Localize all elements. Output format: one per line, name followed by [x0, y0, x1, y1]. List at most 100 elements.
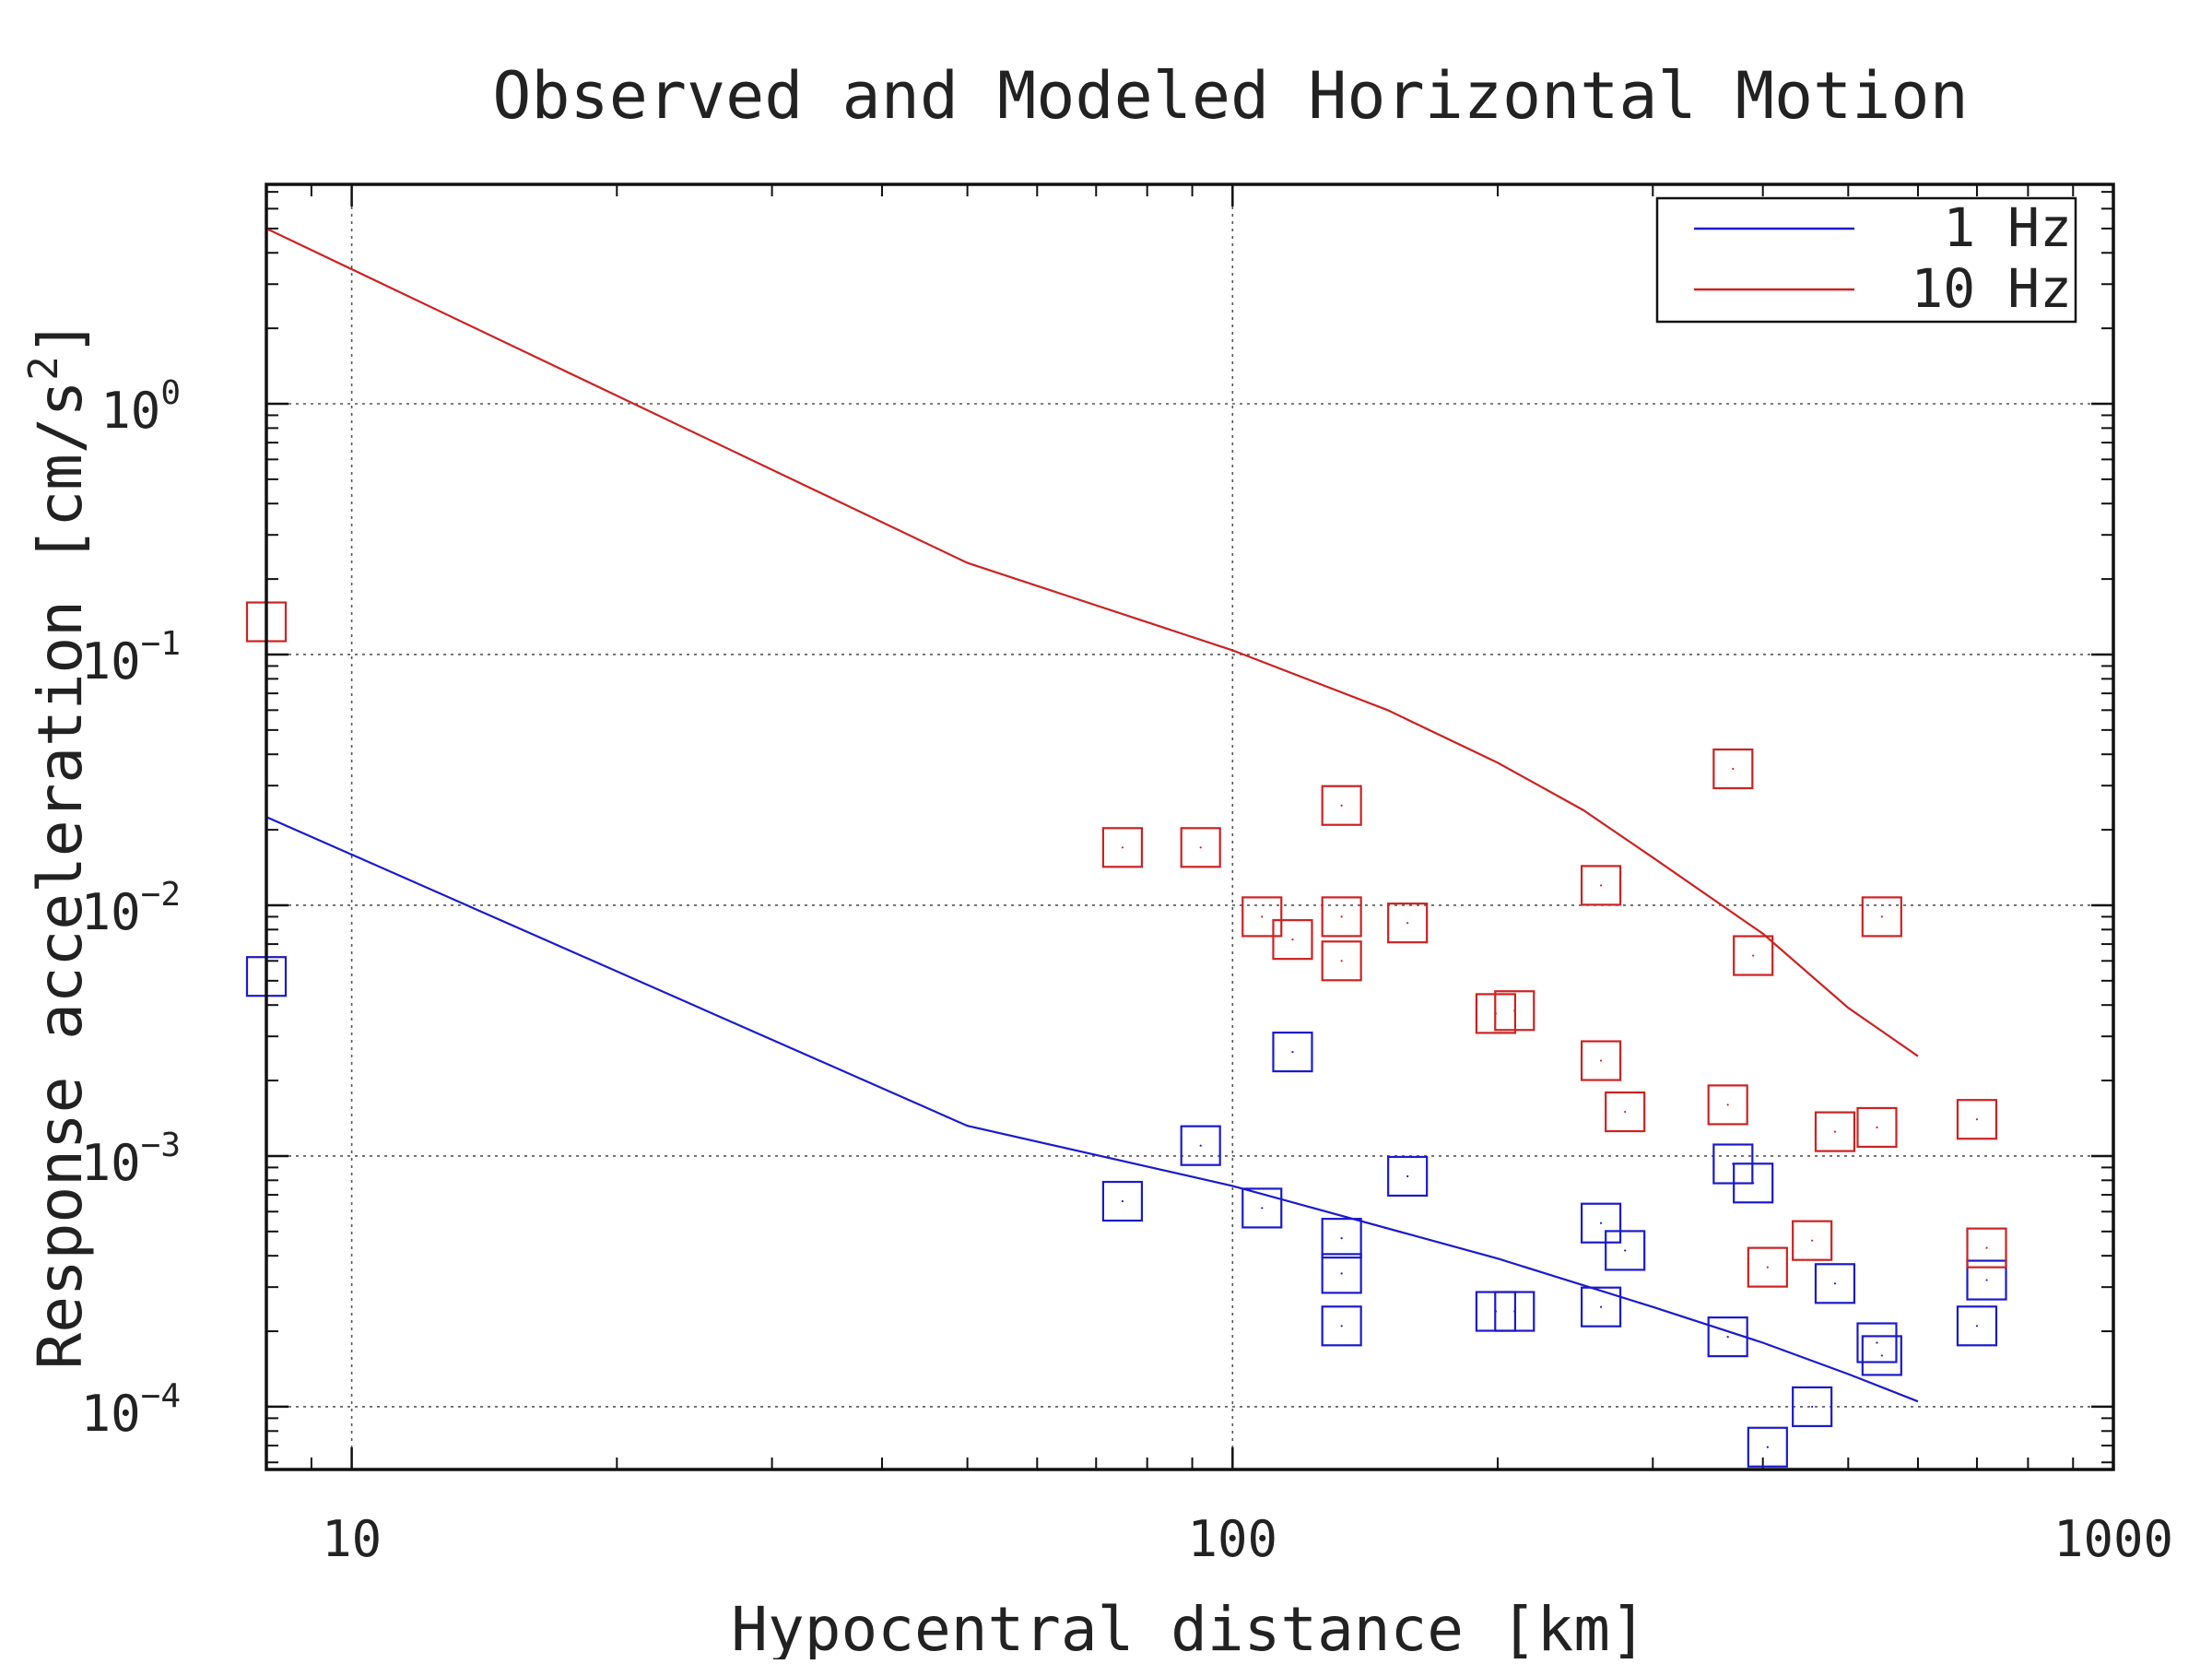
x-tick-label: 100 — [1188, 1510, 1278, 1568]
observed-marker-series-2 — [1814, 1111, 1856, 1152]
observed-marker-series-1 — [1321, 1253, 1362, 1294]
observed-marker-series-2 — [1733, 935, 1774, 976]
observed-marker-series-1 — [1272, 1031, 1313, 1073]
observed-marker-series-2 — [1956, 1099, 1998, 1140]
observed-marker-series-2 — [1605, 1091, 1646, 1133]
observed-point-series-2 — [1340, 804, 1343, 807]
observed-point-series-1 — [1121, 1199, 1124, 1203]
y-tick-label: 100 — [100, 374, 181, 440]
observed-marker-series-2 — [1707, 1084, 1748, 1126]
observed-marker-series-2 — [1241, 896, 1283, 938]
observed-point-series-1 — [1513, 1310, 1516, 1313]
model-line-series-1 — [265, 816, 1919, 1403]
observed-marker-series-1 — [1580, 1202, 1622, 1244]
y-tick-label: 10−4 — [81, 1377, 181, 1443]
model-curves — [265, 227, 1919, 1403]
observed-marker-series-1 — [1792, 1386, 1833, 1428]
observed-marker-series-2 — [1101, 827, 1144, 868]
observed-point-series-1 — [1599, 1305, 1603, 1308]
observed-marker-series-1 — [1956, 1305, 1998, 1347]
observed-point-series-2 — [1291, 938, 1294, 941]
observed-point-series-1 — [1752, 1182, 1755, 1185]
observed-point-series-1 — [1975, 1325, 1979, 1328]
observed-point-series-2 — [1876, 1126, 1878, 1129]
observed-point-series-1 — [1876, 1341, 1878, 1344]
observed-marker-series-1 — [1321, 1218, 1362, 1259]
observed-marker-series-2 — [1580, 1040, 1622, 1081]
observed-point-series-2 — [1726, 1103, 1729, 1106]
grid-lines — [266, 184, 2113, 1469]
observed-marker-series-1 — [1241, 1187, 1283, 1229]
observed-marker-series-1 — [1494, 1291, 1535, 1332]
observed-point-series-2 — [1599, 884, 1603, 887]
observed-marker-series-1 — [1733, 1162, 1774, 1204]
observed-marker-series-2 — [1321, 785, 1362, 826]
observed-point-series-1 — [1624, 1249, 1627, 1252]
observed-marker-series-1 — [1747, 1426, 1788, 1468]
x-tick-label: 10 — [322, 1510, 382, 1568]
observed-marker-series-1 — [1387, 1155, 1429, 1198]
y-tick-label: 10−3 — [81, 1127, 181, 1192]
observed-marker-series-1 — [1707, 1316, 1748, 1358]
y-axis-label-close: ] — [25, 319, 96, 356]
observed-point-series-1 — [1880, 1354, 1883, 1357]
chart-title: Observed and Modeled Horizontal Motion — [492, 58, 1968, 134]
observed-marker-series-1 — [1580, 1286, 1622, 1328]
observed-marker-series-2 — [1387, 903, 1429, 944]
observed-point-series-1 — [1340, 1325, 1343, 1328]
observed-marker-series-2 — [1966, 1227, 2007, 1269]
observed-point-series-2 — [1261, 915, 1264, 918]
observed-point-series-2 — [1880, 915, 1883, 918]
y-tick-label: 10−1 — [81, 625, 181, 690]
observed-marker-series-2 — [1272, 919, 1313, 961]
observed-marker-series-2 — [1856, 1106, 1898, 1149]
observed-marker-series-2 — [1792, 1220, 1833, 1261]
y-axis-label-main: Response acceleration [cm/s — [25, 381, 96, 1370]
observed-point-series-1 — [1406, 1174, 1409, 1178]
observed-marker-series-2 — [1494, 990, 1535, 1032]
x-axis-label: Hypocentral distance [km] — [731, 1594, 1646, 1659]
tick-labels: 10 100 1000 100 10−1 10−2 10−3 10−4 — [81, 374, 2173, 1568]
observed-point-series-2 — [1624, 1110, 1627, 1114]
observed-point-series-2 — [1752, 954, 1755, 957]
observed-point-series-2 — [1121, 846, 1124, 849]
observed-marker-series-2 — [1712, 748, 1754, 790]
observed-point-series-1 — [1340, 1272, 1343, 1275]
observed-point-series-1 — [1985, 1279, 1988, 1281]
y-axis-label-superscript: 2 — [20, 356, 67, 381]
observed-point-series-2 — [1766, 1266, 1769, 1269]
observed-point-series-2 — [1599, 1059, 1603, 1062]
minor-ticks — [266, 184, 2113, 1469]
observed-point-series-2 — [1833, 1130, 1837, 1133]
observed-point-series-1 — [1811, 1405, 1814, 1409]
observed-point-series-2 — [1732, 767, 1735, 771]
observed-marker-series-1 — [1101, 1180, 1144, 1222]
observed-marker-series-2 — [1747, 1246, 1788, 1288]
observed-marker-series-1 — [1321, 1305, 1362, 1347]
observed-point-series-1 — [1766, 1446, 1769, 1448]
observed-point-series-2 — [1406, 922, 1409, 925]
observed-marker-series-1 — [1180, 1125, 1221, 1166]
plot-frame — [265, 183, 2115, 1471]
legend-label-series-1: 1 Hz — [1943, 196, 2072, 259]
observed-point-series-1 — [1726, 1336, 1729, 1339]
observed-point-series-2 — [1985, 1246, 1988, 1249]
svg-text:Response acceleration [cm/s2]: Response acceleration [cm/s2] — [20, 319, 96, 1369]
observed-point-series-2 — [1975, 1118, 1979, 1121]
observed-marker-series-2 — [1861, 896, 1902, 938]
x-tick-label: 1000 — [2053, 1510, 2173, 1568]
observed-point-series-1 — [1199, 1144, 1202, 1147]
observed-marker-series-1 — [1605, 1230, 1646, 1271]
observed-point-series-2 — [1513, 1009, 1516, 1012]
observed-marker-series-2 — [1321, 940, 1362, 982]
legend-label-series-2: 10 Hz — [1911, 257, 2072, 320]
observed-marker-series-1 — [1861, 1335, 1902, 1376]
observed-marker-series-2 — [1321, 896, 1362, 938]
observed-point-series-1 — [1261, 1207, 1264, 1210]
observed-marker-series-2 — [1180, 827, 1221, 868]
observed-marker-series-1 — [1856, 1322, 1898, 1363]
observed-marker-series-1 — [1814, 1263, 1856, 1304]
observed-point-series-1 — [1833, 1282, 1837, 1285]
